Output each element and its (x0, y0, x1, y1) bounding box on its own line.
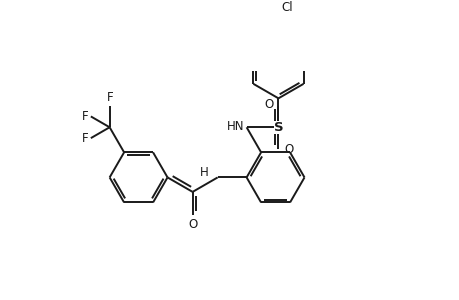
Text: O: O (264, 98, 274, 111)
Text: F: F (82, 132, 88, 145)
Text: O: O (284, 143, 293, 156)
Text: F: F (82, 110, 88, 123)
Text: F: F (107, 91, 113, 104)
Text: S: S (273, 121, 283, 134)
Text: HN: HN (226, 120, 244, 133)
Text: H: H (200, 166, 208, 179)
Text: Cl: Cl (281, 1, 292, 14)
Text: O: O (188, 218, 197, 231)
